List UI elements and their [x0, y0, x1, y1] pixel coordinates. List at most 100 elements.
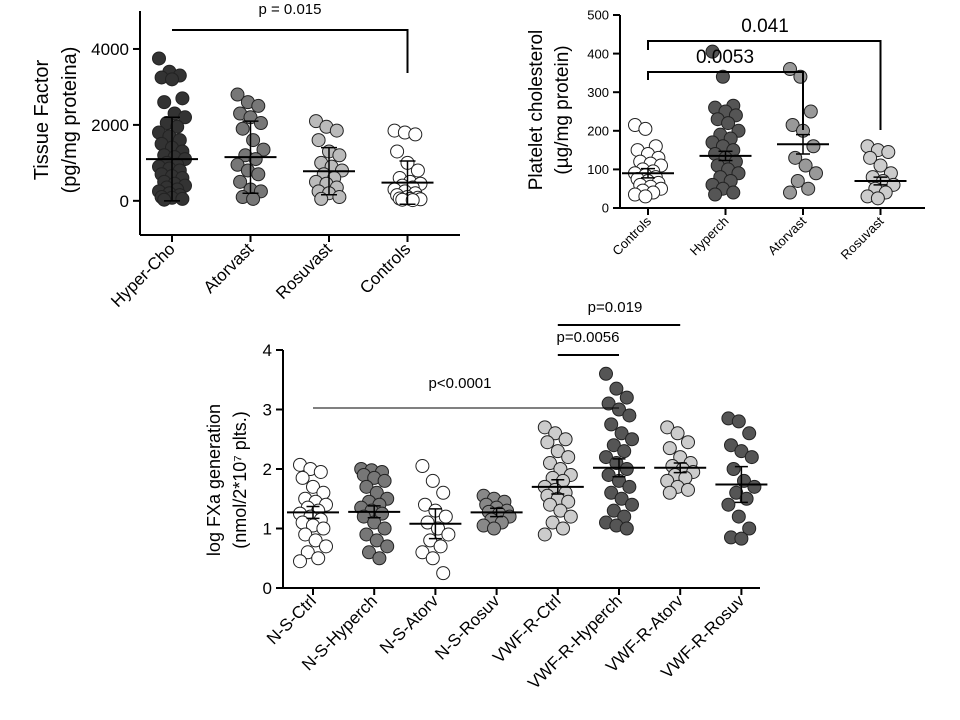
data-point — [744, 450, 759, 465]
data-point — [625, 432, 639, 447]
data-point — [152, 51, 166, 66]
data-point — [548, 426, 563, 441]
data-point — [375, 506, 389, 521]
data-point — [550, 444, 565, 459]
y-tick-label: 0 — [602, 201, 609, 216]
y-axis-label: (nmol/2*10⁷ plts.) — [230, 411, 250, 549]
data-point — [622, 408, 637, 423]
y-axis-label: (µg/mg protein) — [552, 45, 573, 174]
error-bar — [718, 150, 733, 162]
data-point — [329, 123, 344, 138]
data-point — [731, 509, 746, 524]
data-point — [359, 479, 374, 494]
p-value: 0.0053 — [696, 47, 754, 68]
data-point — [614, 491, 629, 506]
data-point — [377, 473, 392, 488]
data-point — [233, 174, 248, 189]
y-tick-label: 400 — [587, 46, 609, 61]
data-point — [606, 438, 621, 453]
data-point — [715, 69, 730, 84]
p-value: p=0.019 — [588, 299, 643, 316]
data-point — [599, 450, 613, 465]
error-bar — [164, 116, 180, 202]
data-point — [377, 521, 392, 536]
data-point — [293, 554, 307, 569]
error-bar — [367, 505, 381, 519]
data-point — [619, 390, 634, 405]
data-point — [734, 531, 749, 546]
data-point — [441, 527, 456, 542]
significance-bracket — [172, 29, 409, 73]
data-point — [622, 479, 637, 494]
data-point — [314, 191, 329, 206]
data-point — [425, 551, 440, 566]
error-bar — [428, 508, 442, 540]
data-point — [298, 527, 313, 542]
p-value: 0.041 — [741, 16, 789, 37]
y-tick-label: 2 — [263, 460, 272, 479]
y-axis-label: log FXa generation — [204, 404, 224, 556]
data-point — [418, 497, 432, 512]
data-point — [721, 497, 736, 512]
data-point — [563, 509, 578, 524]
y-axis-label: (pg/mg proteina) — [59, 47, 81, 194]
x-tick-label: N-S-Ctrl — [263, 591, 320, 648]
data-point — [157, 192, 172, 207]
data-point — [729, 485, 744, 500]
y-tick-label: 100 — [587, 162, 609, 177]
data-point — [662, 485, 677, 500]
data-point — [316, 521, 331, 536]
data-point — [606, 503, 621, 518]
data-point — [175, 191, 190, 206]
data-point — [300, 545, 315, 560]
data-point — [681, 482, 695, 497]
significance-bracket — [647, 71, 804, 130]
data-point — [612, 402, 626, 417]
x-tick-label: Controls — [356, 239, 414, 297]
y-tick-label: 0 — [120, 192, 129, 211]
data-point — [230, 87, 245, 102]
data-point — [747, 479, 762, 494]
data-point — [425, 473, 440, 488]
data-point — [558, 432, 573, 447]
data-point — [809, 166, 823, 181]
significance-bracket — [647, 40, 882, 130]
data-point — [311, 551, 326, 566]
data-point — [798, 158, 813, 173]
y-axis-label: Platelet cholesterol — [526, 30, 547, 191]
error-bar — [612, 458, 626, 478]
data-point — [873, 158, 888, 173]
error-bar — [734, 465, 748, 504]
data-point — [662, 441, 677, 456]
error-bar — [796, 133, 810, 155]
data-point — [724, 438, 738, 453]
y-tick-label: 300 — [587, 85, 609, 100]
data-point — [561, 494, 576, 509]
data-point — [537, 420, 552, 435]
x-tick-label: Controls — [609, 213, 654, 258]
data-point — [601, 396, 616, 411]
data-point — [609, 381, 624, 396]
error-bar — [673, 462, 687, 474]
p-value: p<0.0001 — [429, 375, 492, 392]
data-point — [253, 116, 268, 130]
x-tick-label: Rosuvast — [272, 239, 336, 303]
data-point — [251, 98, 266, 113]
error-bar — [551, 478, 565, 495]
data-point — [415, 459, 430, 474]
data-point — [863, 150, 878, 165]
data-point — [420, 515, 435, 530]
error-bar — [873, 176, 888, 186]
data-point — [599, 366, 613, 381]
data-point — [487, 521, 501, 536]
data-point — [801, 181, 816, 196]
data-point — [438, 509, 453, 524]
data-point — [537, 527, 552, 542]
data-point — [617, 444, 632, 459]
data-point — [436, 485, 451, 500]
data-point — [726, 462, 741, 476]
data-point — [405, 193, 420, 208]
data-point — [356, 509, 371, 524]
data-point — [295, 470, 310, 485]
data-point — [726, 185, 741, 200]
